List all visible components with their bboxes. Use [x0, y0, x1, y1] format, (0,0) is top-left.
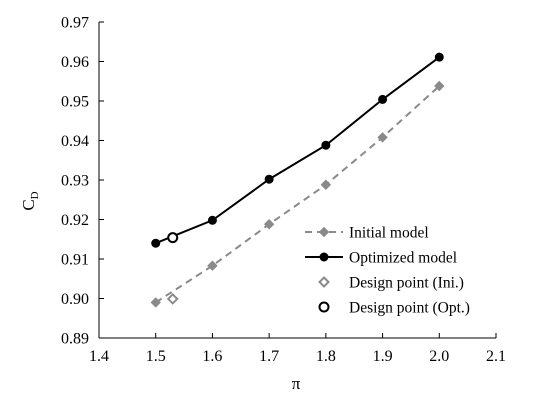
legend-item: Optimized model	[305, 250, 457, 267]
x-tick-label: 1.4	[89, 348, 109, 365]
data-point	[434, 52, 444, 62]
data-point	[150, 297, 161, 308]
x-tick-label: 1.6	[202, 348, 222, 365]
legend-marker	[318, 226, 330, 238]
legend-marker	[319, 252, 329, 262]
data-point	[321, 140, 331, 150]
x-axis-label: π	[292, 374, 301, 393]
data-point	[264, 174, 274, 184]
x-tick-label: 2.1	[486, 348, 506, 365]
legend-label: Design point (Ini.)	[349, 275, 464, 292]
data-point	[166, 292, 179, 305]
series-layer	[150, 52, 445, 308]
data-point	[207, 215, 217, 225]
y-tick-label: 0.90	[61, 291, 89, 308]
x-tick-label: 1.5	[146, 348, 166, 365]
series-1	[151, 52, 444, 248]
data-point	[378, 94, 388, 104]
series-3	[167, 232, 179, 244]
legend-label: Design point (Opt.)	[349, 300, 470, 317]
series-2	[166, 292, 179, 305]
series-0	[150, 80, 445, 308]
legend-item: Design point (Ini.)	[318, 275, 464, 292]
x-axis-ticks: 1.4 1.5 1.6 1.7 1.8 1.9 2.0 2.1	[89, 333, 506, 365]
legend-marker	[318, 276, 330, 288]
series-line	[155, 85, 440, 304]
y-axis-label: CD	[19, 191, 41, 210]
legend: Initial model Optimized model Design point…	[305, 225, 470, 317]
data-point	[434, 80, 445, 92]
data-point	[151, 238, 161, 248]
y-tick-label: 0.92	[61, 212, 89, 229]
data-point	[320, 179, 332, 190]
legend-marker	[318, 301, 330, 313]
y-tick-label: 0.97	[61, 15, 89, 32]
y-tick-label: 0.94	[61, 133, 89, 150]
legend-label: Initial model	[349, 225, 429, 242]
legend-item: Design point (Opt.)	[318, 300, 470, 317]
x-tick-label: 1.8	[316, 348, 336, 365]
x-tick-label: 2.0	[429, 348, 449, 365]
y-tick-label: 0.95	[61, 94, 89, 111]
y-tick-label: 0.93	[61, 173, 89, 190]
legend-label: Optimized model	[349, 250, 457, 267]
y-axis-label-sub: D	[29, 191, 41, 199]
data-point	[207, 260, 218, 271]
data-point	[167, 232, 179, 244]
y-axis-ticks: 0.89 0.90 0.91 0.92 0.93 0.94 0.95 0.96 0.97	[61, 15, 104, 348]
data-point	[377, 132, 388, 143]
y-tick-label: 0.96	[61, 54, 89, 71]
x-tick-label: 1.7	[259, 348, 279, 365]
y-axis-label-main: C	[19, 199, 38, 210]
data-point	[263, 219, 275, 230]
legend-item: Initial model	[305, 225, 429, 242]
series-line	[155, 56, 440, 245]
y-tick-label: 0.91	[61, 252, 89, 269]
y-tick-label: 0.89	[61, 331, 89, 348]
x-tick-label: 1.9	[373, 348, 393, 365]
